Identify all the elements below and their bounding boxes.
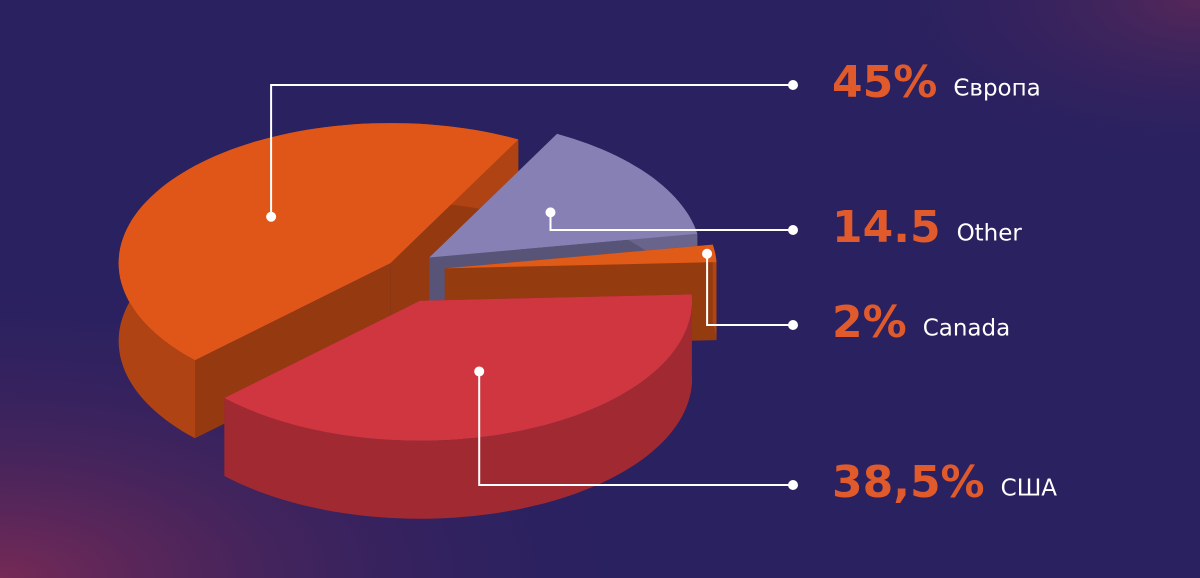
category-label: США <box>1001 476 1058 502</box>
slice-top <box>429 133 698 258</box>
value-label: 2% <box>832 297 907 348</box>
leader-line <box>706 253 793 326</box>
slice-top <box>224 294 692 441</box>
leader-dot <box>702 248 713 259</box>
slice-top <box>444 244 717 269</box>
pie <box>118 123 717 519</box>
leader-dot <box>474 366 485 377</box>
slice-side <box>712 244 717 341</box>
leader-dot <box>788 80 798 90</box>
category-label: Європа <box>953 76 1040 102</box>
slice-top <box>118 123 519 361</box>
leader-dot <box>266 211 277 222</box>
slice <box>224 294 692 519</box>
leader-dot <box>788 320 798 330</box>
value-label: 45% <box>832 57 937 108</box>
value-label: 38,5% <box>832 457 985 508</box>
leader-line <box>478 371 793 486</box>
labels: 45% Європа 14.5 Other 2% Canada 38,5% США <box>266 57 1057 508</box>
leader-line <box>270 84 793 217</box>
leader-line <box>549 212 793 231</box>
slice-side <box>224 294 692 519</box>
leader-dot <box>545 207 556 218</box>
category-label: Canada <box>923 316 1011 342</box>
category-label: Other <box>957 221 1023 247</box>
value-label: 14.5 <box>832 202 941 253</box>
leader-dot <box>788 225 798 235</box>
leader-dot <box>788 480 798 490</box>
